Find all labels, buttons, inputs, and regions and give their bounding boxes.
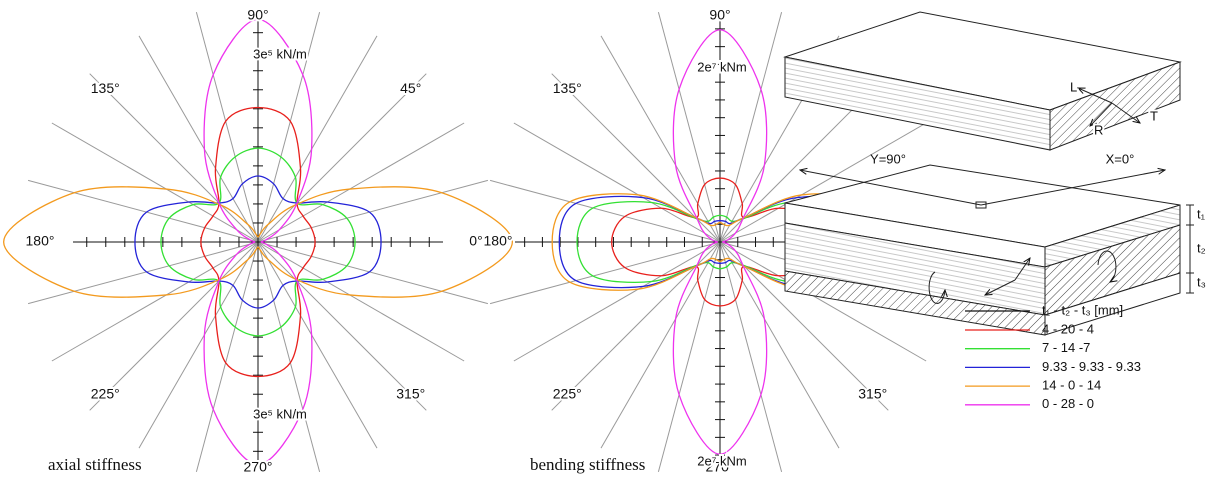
legend-label: 4 - 20 - 4: [1042, 321, 1094, 336]
layer-label: t₃: [1197, 274, 1206, 289]
angle-label: 225°: [91, 385, 120, 401]
angle-label: 90°: [709, 7, 730, 23]
angle-label: 45°: [400, 80, 421, 96]
figure: 0° 45° 90° 135° 180° 225° 270° 315° 3e⁵ kN/m 3e⁵ …: [0, 0, 1211, 477]
caption: bending stiffness: [530, 455, 645, 474]
legend-label: 7 - 14 -7: [1042, 340, 1090, 355]
angle-label: 315°: [858, 385, 887, 401]
spoke: [720, 12, 782, 242]
spoke: [490, 180, 720, 242]
spoke: [52, 123, 258, 242]
spoke: [658, 12, 720, 242]
spoke: [139, 36, 258, 242]
angle-label: 135°: [91, 80, 120, 96]
spoke: [139, 242, 258, 448]
spoke: [720, 242, 782, 472]
axis-label: Y=90°: [870, 151, 906, 166]
block-label: T: [1150, 108, 1158, 123]
angle-label: 135°: [553, 80, 582, 96]
scale-label: 2e⁷ kNm: [697, 453, 747, 468]
panel-diagram: [785, 165, 1194, 335]
angle-label: 180°: [26, 233, 55, 249]
legend-title: t₁ - t₂ - t₃ [mm]: [1042, 302, 1123, 317]
spoke: [601, 242, 720, 448]
layer-label: t₂: [1197, 240, 1206, 255]
spoke: [258, 242, 464, 361]
block-diagram: [785, 12, 1180, 150]
layer-label: t₁: [1197, 206, 1206, 221]
spoke: [52, 242, 258, 361]
angle-label: 315°: [396, 385, 425, 401]
legend-label: 9.33 - 9.33 - 9.33: [1042, 359, 1141, 374]
scale-label: 3e⁵ kN/m: [253, 46, 307, 61]
legend-label: 0 - 28 - 0: [1042, 396, 1094, 411]
angle-label: 270°: [244, 459, 273, 475]
spoke: [490, 242, 720, 304]
angle-label: 0°: [469, 233, 482, 249]
caption: axial stiffness: [48, 455, 142, 474]
spoke: [258, 74, 426, 242]
spoke: [90, 74, 258, 242]
spoke: [658, 242, 720, 472]
scale-label: 2e⁷ kNm: [697, 59, 747, 74]
polar-chart: 0° 45° 90° 135° 180° 225° 270° 315° 3e⁵ kN/m 3e⁵ …: [4, 7, 513, 475]
angle-label: 90°: [247, 7, 268, 23]
axis-label: X=0°: [1106, 151, 1135, 166]
spoke: [258, 123, 464, 242]
spoke: [258, 36, 377, 242]
angle-label: 180°: [484, 233, 513, 249]
angle-label: 225°: [553, 385, 582, 401]
block-label: R: [1094, 122, 1103, 137]
scale-label: 3e⁵ kN/m: [253, 406, 307, 421]
legend-label: 14 - 0 - 14: [1042, 378, 1101, 393]
block-label: L: [1070, 79, 1077, 94]
